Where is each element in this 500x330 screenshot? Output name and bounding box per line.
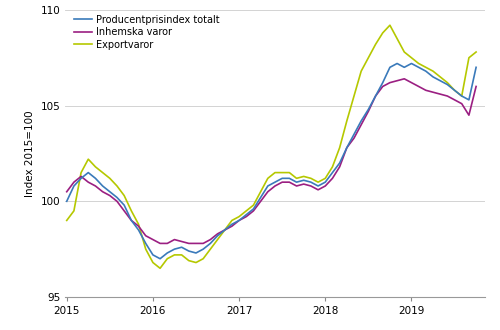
Line: Producentprisindex totalt: Producentprisindex totalt: [66, 63, 476, 259]
Producentprisindex totalt: [473, 65, 479, 69]
Producentprisindex totalt: [172, 247, 177, 251]
Producentprisindex totalt: [344, 146, 350, 150]
Exportvaror: [172, 253, 177, 257]
Producentprisindex totalt: [394, 61, 400, 65]
Inhemska varor: [458, 102, 464, 106]
Exportvaror: [458, 94, 464, 98]
Exportvaror: [372, 42, 378, 46]
Producentprisindex totalt: [164, 251, 170, 255]
Inhemska varor: [64, 190, 70, 194]
Inhemska varor: [372, 94, 378, 98]
Line: Inhemska varor: Inhemska varor: [66, 79, 476, 244]
Inhemska varor: [473, 84, 479, 88]
Producentprisindex totalt: [64, 199, 70, 203]
Exportvaror: [157, 266, 163, 270]
Producentprisindex totalt: [458, 94, 464, 98]
Y-axis label: Index 2015=100: Index 2015=100: [25, 110, 35, 197]
Inhemska varor: [402, 77, 407, 81]
Exportvaror: [387, 23, 393, 27]
Exportvaror: [473, 50, 479, 54]
Producentprisindex totalt: [423, 69, 429, 73]
Exportvaror: [344, 119, 350, 123]
Line: Exportvaror: Exportvaror: [66, 25, 476, 268]
Inhemska varor: [164, 242, 170, 246]
Producentprisindex totalt: [157, 257, 163, 261]
Producentprisindex totalt: [372, 94, 378, 98]
Exportvaror: [423, 65, 429, 69]
Legend: Producentprisindex totalt, Inhemska varor, Exportvaror: Producentprisindex totalt, Inhemska varo…: [74, 15, 220, 50]
Inhemska varor: [423, 88, 429, 92]
Exportvaror: [164, 257, 170, 261]
Inhemska varor: [172, 238, 177, 242]
Exportvaror: [64, 218, 70, 222]
Inhemska varor: [157, 242, 163, 246]
Inhemska varor: [344, 146, 350, 150]
